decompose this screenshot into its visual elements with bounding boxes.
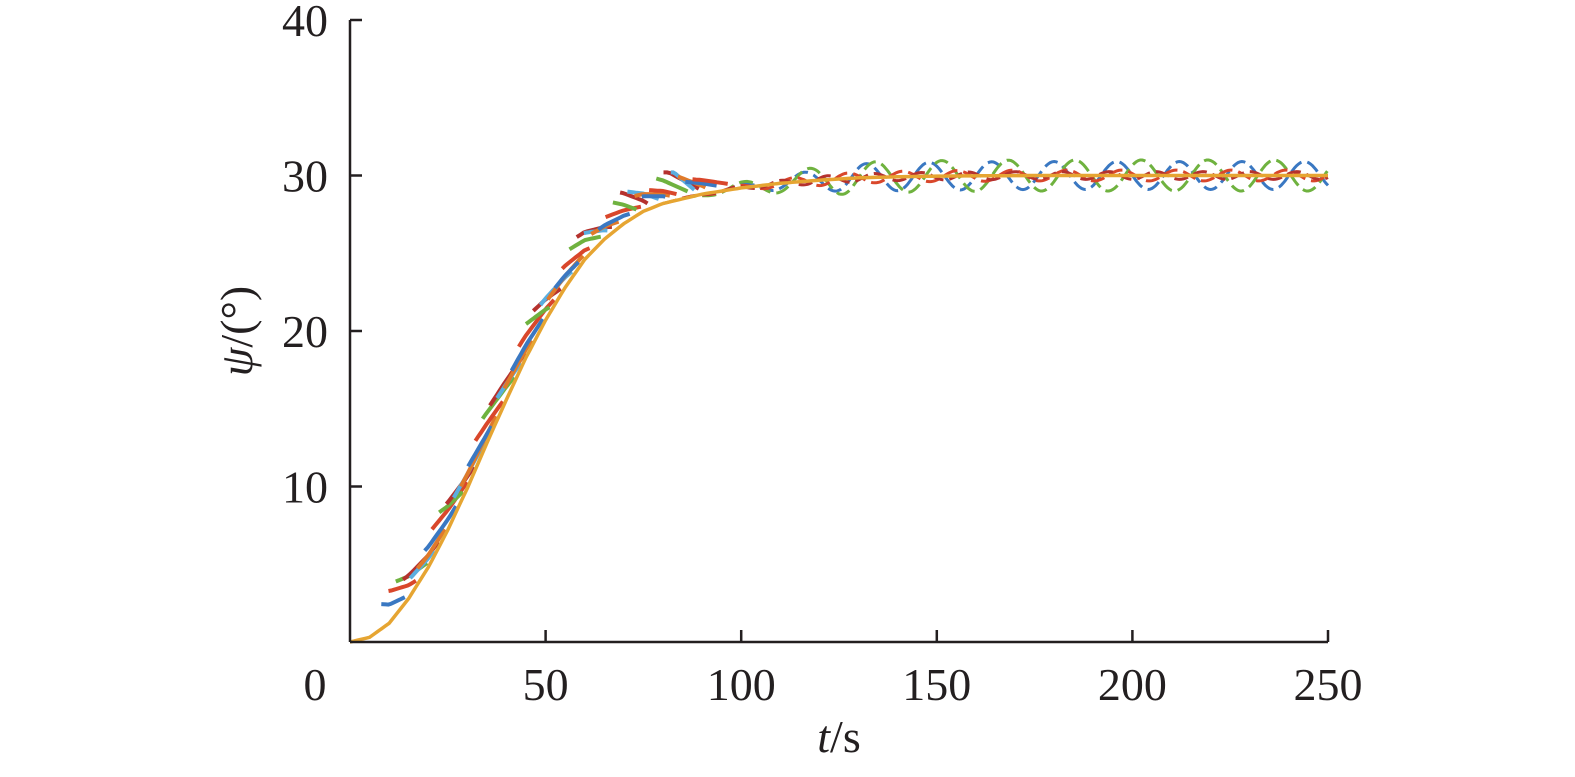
y-tick-label: 30: [282, 151, 328, 202]
x-tick-label: 0: [304, 659, 327, 710]
oscillating-series: [682, 158, 1330, 201]
series-segment: [612, 200, 638, 212]
series-segment: [388, 579, 417, 593]
series-segment: [415, 528, 447, 570]
series-segment: [438, 490, 465, 515]
series-segment: [619, 190, 649, 206]
x-tick-label: 150: [902, 659, 971, 710]
series-segment: [568, 234, 602, 252]
reference-curve: [349, 173, 1328, 644]
series-segment: [597, 211, 631, 232]
x-axis-label: t/s: [817, 711, 860, 762]
series-segment: [685, 179, 717, 188]
series-segment: [692, 177, 729, 186]
series-segment: [509, 317, 545, 372]
axes: [348, 20, 1328, 644]
x-tick-label: 100: [707, 659, 776, 710]
series-segment: [524, 305, 551, 326]
series-segment: [381, 595, 406, 607]
series-segment: [648, 188, 677, 197]
series-segment: [473, 400, 505, 442]
series-segment: [655, 176, 689, 194]
ticks: 0 50 100 150 200 250 10 20 30 40: [282, 0, 1363, 710]
series-segment: [423, 505, 458, 553]
plot-series: [349, 158, 1330, 644]
series-segment: [560, 246, 591, 271]
x-tick-label: 250: [1294, 659, 1363, 710]
x-tick-label: 200: [1098, 659, 1167, 710]
series-segment: [466, 425, 494, 468]
y-tick-label: 40: [282, 0, 328, 46]
y-axis-label: ψ/(°): [211, 286, 262, 376]
series-segment: [553, 260, 580, 290]
y-tick-label: 10: [282, 462, 328, 513]
series-segment: [502, 339, 534, 390]
y-tick-label: 20: [282, 306, 328, 357]
x-tick-label: 50: [523, 659, 569, 710]
